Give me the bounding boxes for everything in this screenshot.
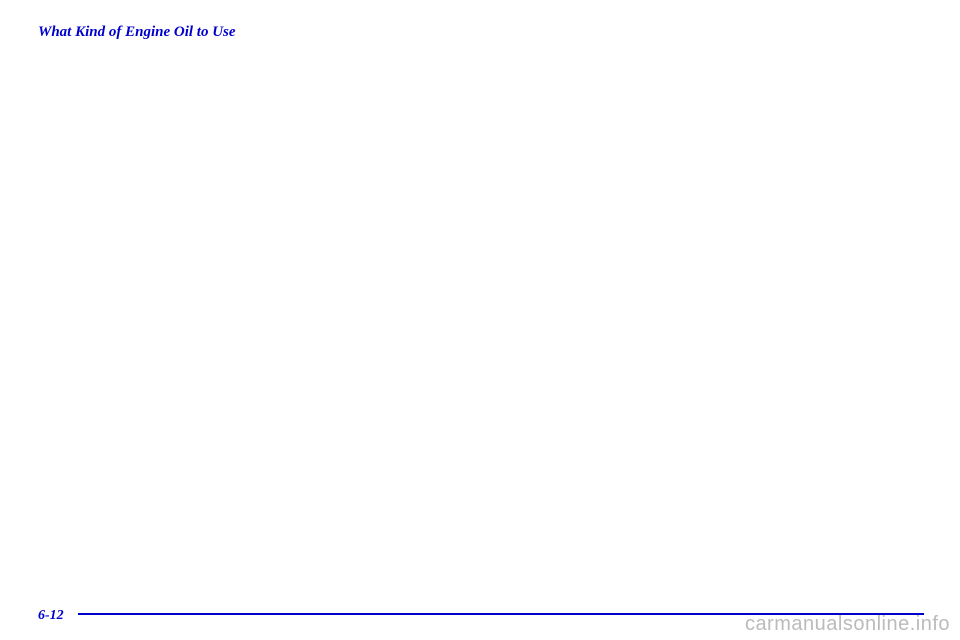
watermark-text: carmanualsonline.info: [745, 613, 950, 636]
section-heading: What Kind of Engine Oil to Use: [38, 24, 236, 41]
page-number: 6-12: [38, 608, 64, 624]
